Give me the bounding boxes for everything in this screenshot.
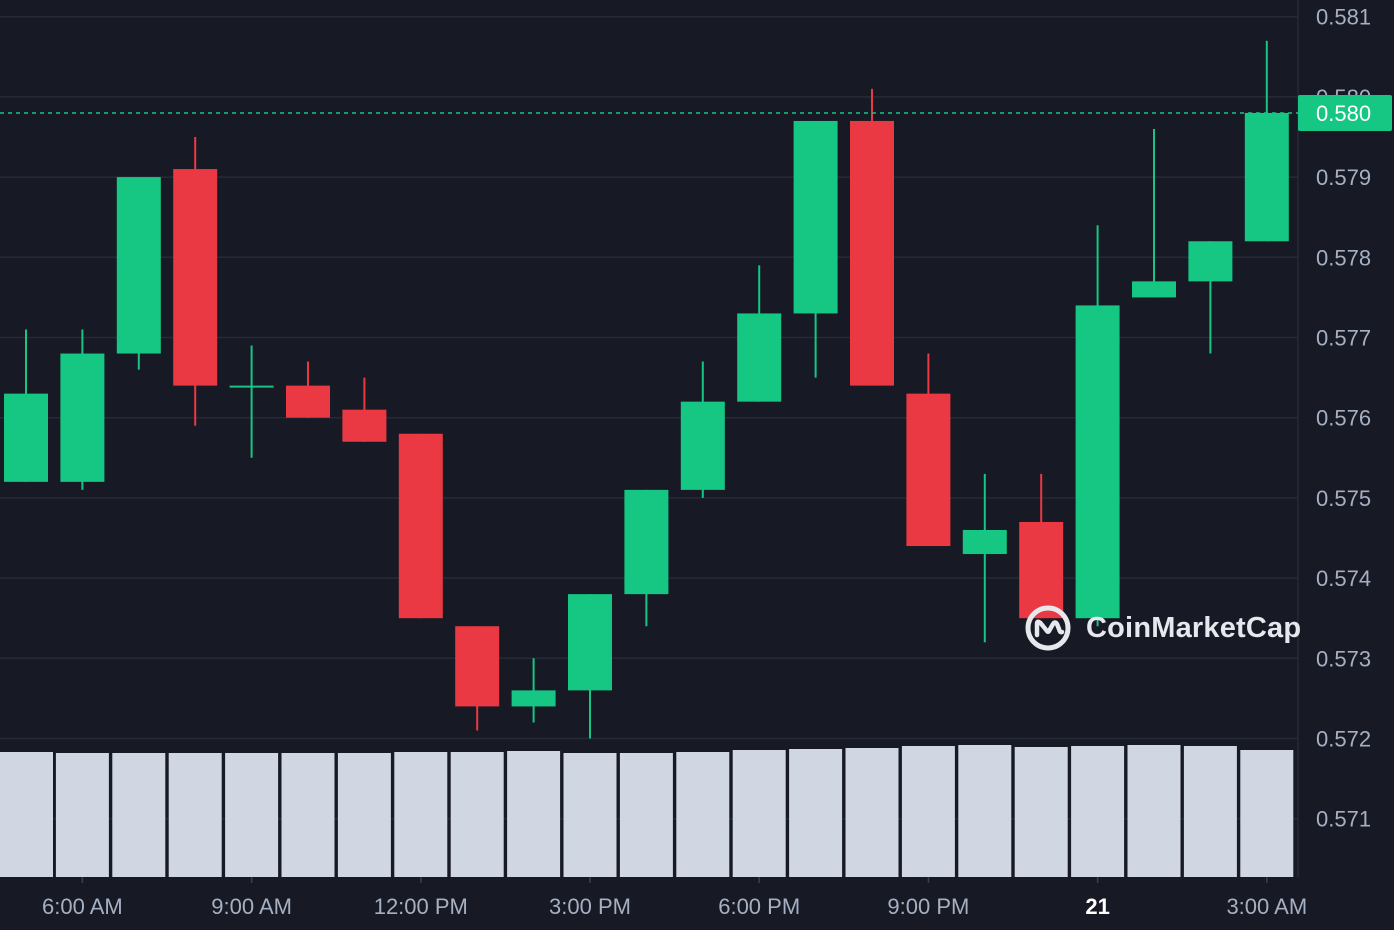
current-price-label: 0.580 bbox=[1316, 101, 1371, 126]
volume-bar bbox=[507, 751, 561, 877]
volume-bar bbox=[901, 746, 955, 877]
y-tick-label: 0.577 bbox=[1316, 326, 1371, 351]
candle-body bbox=[229, 385, 274, 388]
volume-bar bbox=[845, 748, 899, 877]
y-tick-label: 0.581 bbox=[1316, 5, 1371, 30]
volume-bars bbox=[0, 745, 1294, 877]
watermark-text: CoinMarketCap bbox=[1086, 611, 1302, 644]
y-tick-label: 0.573 bbox=[1316, 646, 1371, 671]
candle[interactable] bbox=[850, 88, 894, 386]
candle[interactable] bbox=[173, 137, 218, 426]
y-tick-label: 0.575 bbox=[1316, 486, 1371, 511]
volume-bar bbox=[0, 752, 53, 877]
volume-bar bbox=[168, 753, 222, 877]
volume-bar bbox=[789, 749, 843, 877]
volume-bar bbox=[732, 750, 786, 877]
candle[interactable] bbox=[286, 361, 330, 418]
volume-bar bbox=[225, 753, 279, 877]
volume-bar bbox=[1014, 747, 1068, 877]
candle-body bbox=[342, 409, 387, 442]
x-tick-label: 12:00 PM bbox=[374, 894, 468, 919]
candle[interactable] bbox=[60, 329, 105, 490]
x-tick-label: 6:00 PM bbox=[718, 894, 800, 919]
volume-bar bbox=[55, 753, 109, 877]
candle-body bbox=[1075, 305, 1120, 619]
candle[interactable] bbox=[455, 626, 500, 731]
volume-bar bbox=[1071, 746, 1125, 877]
volume-bar bbox=[619, 753, 673, 877]
candle[interactable] bbox=[962, 473, 1007, 643]
volume-bar bbox=[337, 753, 391, 877]
candle-body bbox=[398, 433, 443, 619]
x-tick-label: 21 bbox=[1085, 894, 1109, 919]
y-tick-label: 0.579 bbox=[1316, 165, 1371, 190]
y-tick-label: 0.576 bbox=[1316, 406, 1371, 431]
volume-bar bbox=[394, 752, 448, 877]
candle[interactable] bbox=[229, 345, 274, 458]
candle-body bbox=[962, 529, 1007, 555]
candle[interactable] bbox=[1075, 225, 1120, 627]
volume-bar bbox=[958, 745, 1012, 877]
candle[interactable] bbox=[398, 433, 443, 619]
candle-body bbox=[4, 393, 48, 482]
candle-body bbox=[173, 169, 218, 386]
candle[interactable] bbox=[342, 377, 387, 442]
candle[interactable] bbox=[680, 361, 725, 498]
y-axis: 0.571 0.572 0.573 0.574 0.575 0.576 0.577 0.578… bbox=[1316, 5, 1371, 832]
candle[interactable] bbox=[116, 177, 161, 370]
coinmarketcap-watermark: CoinMarketCap bbox=[1024, 604, 1301, 652]
candlesticks bbox=[4, 40, 1289, 739]
volume-bar bbox=[563, 753, 617, 877]
candle-body bbox=[1132, 281, 1176, 298]
candle[interactable] bbox=[906, 353, 951, 547]
candle-body bbox=[116, 177, 161, 354]
x-tick-label: 6:00 AM bbox=[42, 894, 123, 919]
candle-body bbox=[286, 385, 330, 418]
candle-body bbox=[906, 393, 951, 547]
candle[interactable] bbox=[624, 489, 669, 627]
candle[interactable] bbox=[1188, 241, 1233, 354]
candle[interactable] bbox=[737, 265, 782, 402]
candle-body bbox=[568, 594, 612, 691]
candle[interactable] bbox=[568, 594, 612, 739]
candle[interactable] bbox=[1019, 473, 1064, 619]
volume-bar bbox=[1183, 746, 1237, 877]
candle-body bbox=[737, 313, 782, 402]
y-tick-label: 0.571 bbox=[1316, 807, 1371, 832]
current-price-tag: 0.580 bbox=[1298, 94, 1392, 131]
candle[interactable] bbox=[1244, 40, 1289, 242]
current-price-badge bbox=[1298, 94, 1392, 131]
candle-body bbox=[60, 353, 105, 482]
y-tick-label: 0.578 bbox=[1316, 245, 1371, 270]
candle[interactable] bbox=[4, 329, 48, 482]
volume-bar bbox=[1240, 750, 1294, 877]
x-tick-label: 3:00 AM bbox=[1226, 894, 1307, 919]
candle-body bbox=[511, 690, 556, 707]
x-tick-label: 9:00 AM bbox=[211, 894, 292, 919]
candle-body bbox=[793, 120, 838, 314]
candle-body bbox=[1244, 112, 1289, 242]
y-tick-label: 0.572 bbox=[1316, 727, 1371, 752]
candle-body bbox=[1188, 241, 1233, 282]
x-tick-label: 9:00 PM bbox=[887, 894, 969, 919]
candle[interactable] bbox=[793, 120, 838, 378]
candle[interactable] bbox=[511, 658, 556, 723]
candle-body bbox=[850, 120, 894, 386]
volume-bar bbox=[112, 753, 166, 877]
x-tick-label: 3:00 PM bbox=[549, 894, 631, 919]
y-tick-label: 0.574 bbox=[1316, 566, 1371, 591]
volume-bar bbox=[676, 752, 730, 877]
candle-body bbox=[1019, 521, 1064, 619]
coinmarketcap-logo-icon bbox=[1025, 605, 1071, 651]
volume-bar bbox=[450, 752, 504, 877]
candle-body bbox=[624, 489, 669, 595]
candle-body bbox=[455, 626, 500, 707]
candle[interactable] bbox=[1132, 128, 1176, 298]
x-axis: 6:00 AM 9:00 AM 12:00 PM 3:00 PM 6:00 PM 9:00… bbox=[42, 894, 1307, 919]
volume-bar bbox=[1127, 745, 1181, 877]
candle-body bbox=[680, 401, 725, 490]
volume-bar bbox=[281, 753, 335, 877]
